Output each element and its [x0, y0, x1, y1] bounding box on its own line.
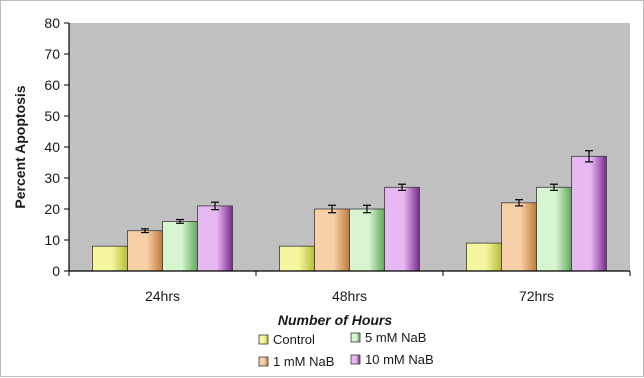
x-tick-labels: 24hrs 48hrs 72hrs: [145, 288, 554, 304]
legend: Control 1 mM NaB 5 mM NaB 10 mM NaB: [258, 330, 434, 369]
y-tick-label: 60: [44, 77, 60, 93]
bar: [92, 245, 128, 272]
legend-swatch: [258, 334, 269, 345]
y-tick-label: 50: [44, 108, 60, 124]
y-tick-label: 30: [44, 170, 60, 186]
y-tick-label: 80: [44, 15, 60, 31]
legend-label: 10 mM NaB: [365, 352, 434, 367]
bar: [501, 202, 537, 272]
y-tick-label: 10: [44, 232, 60, 248]
y-tick-label: 20: [44, 201, 60, 217]
x-axis-title: Number of Hours: [278, 312, 393, 328]
legend-swatch: [350, 332, 361, 343]
legend-label: Control: [273, 332, 315, 347]
y-tick-labels: 0 10 20 30 40 50 60 70 80: [44, 15, 60, 279]
y-axis-title: Percent Apoptosis: [12, 85, 28, 208]
bar: [536, 186, 572, 272]
bar: [162, 220, 198, 272]
bar: [279, 245, 315, 272]
legend-swatch: [350, 354, 361, 365]
bar: [314, 208, 350, 272]
axes-layer: [64, 22, 631, 276]
bar: [571, 155, 607, 272]
legend-label: 5 mM NaB: [365, 330, 426, 345]
x-tick-label: 48hrs: [332, 288, 367, 304]
bar: [466, 242, 502, 272]
x-tick-label: 24hrs: [145, 288, 180, 304]
legend-swatch: [258, 356, 269, 367]
bar: [197, 205, 233, 272]
x-tick-label: 72hrs: [519, 288, 554, 304]
legend-label: 1 mM NaB: [273, 354, 334, 369]
y-tick-label: 0: [52, 263, 60, 279]
bar: [349, 208, 385, 272]
y-tick-label: 40: [44, 139, 60, 155]
y-tick-label: 70: [44, 46, 60, 62]
bar: [127, 230, 163, 272]
bars-layer: [92, 150, 607, 272]
bar: [384, 186, 420, 272]
